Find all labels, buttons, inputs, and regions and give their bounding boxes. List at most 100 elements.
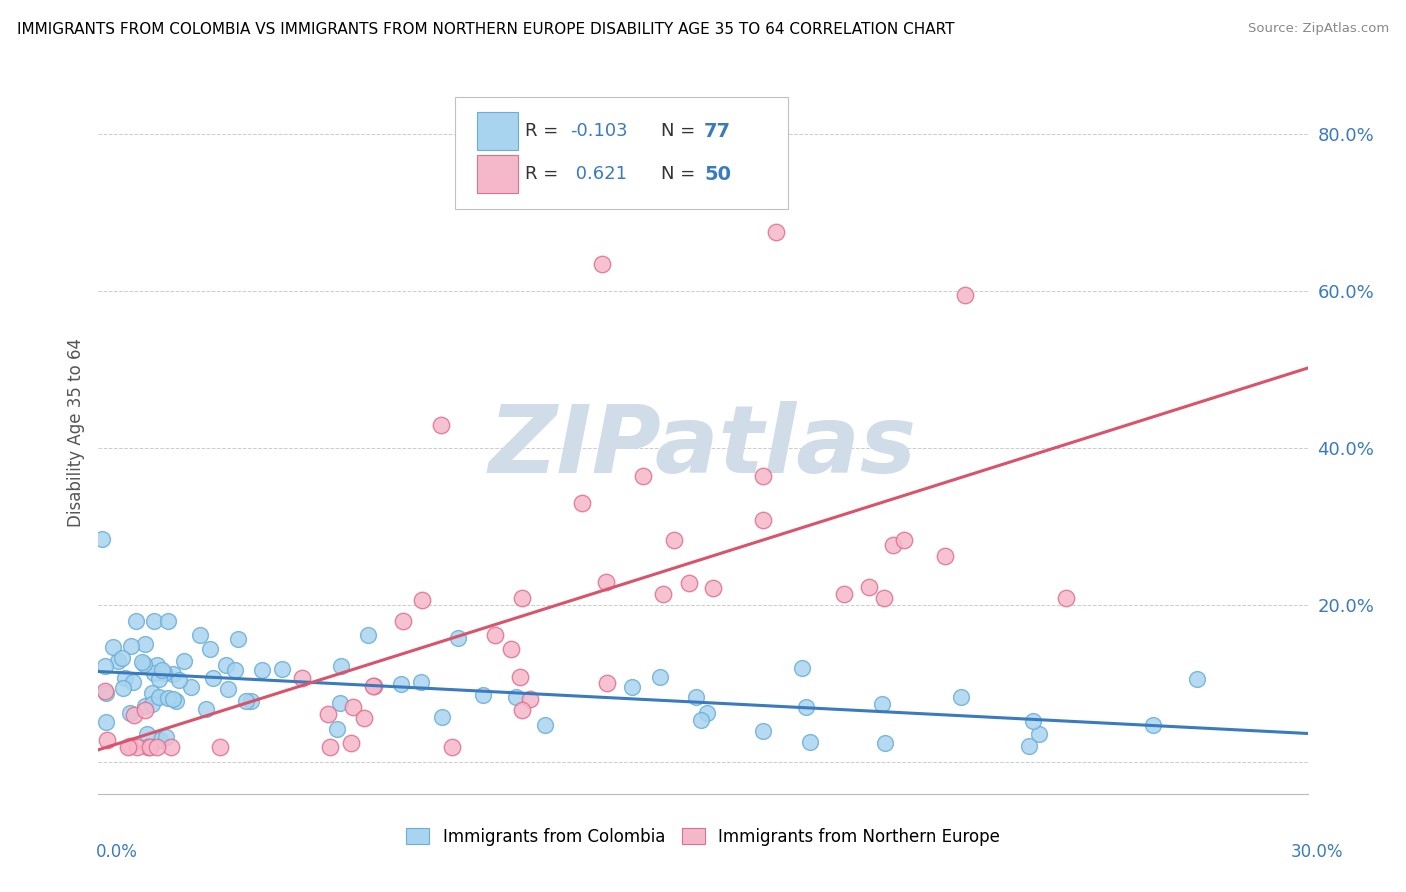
Point (148, 672, 170, 686)
Point (471, 689, 494, 703)
Point (389, 677, 412, 691)
Point (329, 659, 352, 673)
Point (596, 676, 619, 690)
Point (146, 739, 169, 754)
Point (519, 692, 541, 706)
Point (139, 739, 162, 754)
Point (110, 651, 132, 665)
Point (648, 670, 671, 684)
Point (198, 642, 221, 657)
Point (357, 628, 380, 642)
Point (94, 714, 117, 729)
Text: Source: ZipAtlas.com: Source: ZipAtlas.com (1249, 22, 1389, 36)
Point (505, 690, 527, 704)
Point (534, 718, 557, 732)
Point (157, 690, 180, 705)
Point (1022, 714, 1045, 728)
Point (91, 532, 114, 546)
Text: N =: N = (661, 165, 700, 183)
Point (148, 690, 170, 705)
Point (873, 591, 896, 605)
Point (1185, 672, 1208, 686)
Point (441, 739, 464, 754)
Point (149, 732, 172, 747)
Point (319, 739, 342, 754)
Text: -0.103: -0.103 (569, 122, 627, 140)
Point (794, 699, 817, 714)
Point (114, 671, 136, 685)
Point (651, 586, 673, 600)
Point (215, 658, 238, 673)
Point (165, 693, 187, 707)
Point (141, 697, 163, 711)
FancyBboxPatch shape (456, 96, 787, 209)
Point (432, 710, 454, 724)
Point (226, 632, 249, 647)
Point (125, 614, 148, 628)
Point (135, 727, 157, 741)
Point (501, 641, 523, 656)
Point (685, 690, 707, 704)
Point (224, 663, 246, 677)
Point (353, 711, 375, 725)
Y-axis label: Disability Age 35 to 64: Disability Age 35 to 64 (66, 338, 84, 527)
Point (430, 417, 453, 432)
Text: 30.0%: 30.0% (1291, 843, 1343, 861)
Point (124, 708, 146, 723)
Point (101, 640, 124, 654)
Point (134, 704, 156, 718)
Point (690, 713, 713, 727)
Text: IMMIGRANTS FROM COLOMBIA VS IMMIGRANTS FROM NORTHERN EUROPE DISABILITY AGE 35 TO: IMMIGRANTS FROM COLOMBIA VS IMMIGRANTS F… (17, 22, 955, 37)
Point (361, 680, 384, 694)
Point (799, 735, 821, 749)
Point (340, 736, 363, 750)
Point (621, 680, 644, 694)
Point (447, 632, 470, 646)
Point (136, 739, 159, 754)
Point (134, 637, 156, 651)
Point (209, 739, 232, 754)
Point (934, 549, 956, 564)
Point (1054, 591, 1077, 605)
Point (832, 586, 855, 600)
Point (162, 666, 184, 681)
Point (484, 628, 506, 642)
Point (1028, 727, 1050, 741)
Point (949, 690, 972, 704)
Point (235, 694, 257, 708)
Text: 0.621: 0.621 (569, 165, 627, 183)
Point (117, 739, 139, 754)
Point (326, 723, 349, 737)
Point (94, 658, 117, 673)
Point (510, 591, 533, 605)
Text: 77: 77 (704, 121, 731, 141)
Legend: Immigrants from Colombia, Immigrants from Northern Europe: Immigrants from Colombia, Immigrants fro… (398, 820, 1008, 855)
Point (94, 683, 117, 698)
Point (953, 288, 976, 302)
Point (329, 696, 352, 710)
Point (239, 694, 262, 708)
Point (120, 739, 142, 753)
Point (752, 513, 775, 527)
Point (134, 657, 156, 671)
Point (173, 654, 195, 668)
Text: N =: N = (661, 122, 700, 140)
Point (790, 661, 813, 675)
Text: 50: 50 (704, 165, 731, 184)
Point (141, 686, 163, 700)
Point (765, 225, 787, 239)
Point (702, 581, 724, 595)
Point (96, 732, 118, 747)
Point (752, 724, 775, 739)
Point (118, 706, 141, 720)
Point (1142, 718, 1164, 732)
Point (752, 468, 775, 483)
Point (595, 575, 617, 590)
Point (882, 537, 904, 551)
Point (121, 674, 143, 689)
Text: R =: R = (526, 165, 564, 183)
Point (1018, 739, 1040, 754)
Point (893, 533, 915, 547)
Point (142, 614, 165, 628)
Text: R =: R = (526, 122, 564, 140)
